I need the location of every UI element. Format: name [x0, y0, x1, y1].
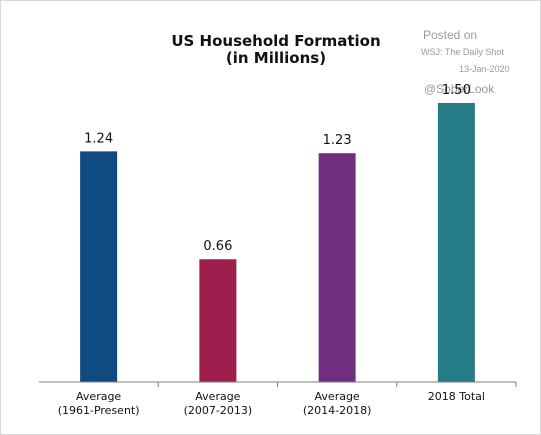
- category-label-1-line-2: (1961-Present): [58, 404, 140, 417]
- bar-2: [199, 259, 237, 382]
- bar-3: [318, 153, 356, 382]
- value-labels-group: 1.24 0.66 1.23 1.50: [84, 83, 471, 254]
- category-label-2-line-2: (2007-2013): [184, 404, 253, 417]
- watermark-date: 13-Jan-2020: [459, 64, 510, 74]
- chart-title-line-1: US Household Formation: [171, 32, 380, 50]
- bar-4: [437, 103, 475, 382]
- bars-group: [80, 103, 475, 382]
- category-labels-group: Average(1961-Present)Average(2007-2013)A…: [58, 382, 517, 417]
- chart-title-line-2: (in Millions): [226, 49, 326, 67]
- category-label-4-line-1: 2018 Total: [428, 390, 485, 403]
- category-label-2-line-1: Average: [195, 390, 240, 403]
- value-label-3: 1.23: [323, 133, 352, 148]
- watermark-handle: @SoberLook: [424, 82, 495, 96]
- bar-1: [80, 151, 118, 382]
- value-label-4: 1.50: [442, 83, 471, 98]
- category-label-3-line-1: Average: [315, 390, 360, 403]
- category-label-1-line-1: Average: [76, 390, 121, 403]
- watermark-posted-on: Posted on: [423, 28, 477, 42]
- category-label-3-line-2: (2014-2018): [303, 404, 372, 417]
- watermark-source: WSJ: The Daily Shot: [421, 47, 504, 57]
- value-label-2: 0.66: [203, 239, 232, 254]
- value-label-1: 1.24: [84, 131, 113, 146]
